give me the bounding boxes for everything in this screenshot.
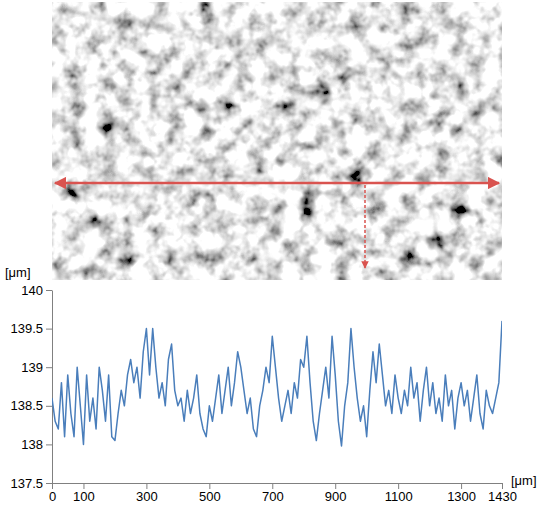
x-tick-mark xyxy=(335,483,336,489)
profile-line xyxy=(52,321,502,446)
x-axis-line xyxy=(53,483,503,484)
y-tick: 138.5 xyxy=(10,398,52,413)
x-tick-mark xyxy=(209,483,210,489)
x-tick-label: 700 xyxy=(262,489,284,504)
y-axis-line xyxy=(52,291,53,484)
x-tick: 900 xyxy=(325,483,347,504)
x-tick-label: 1100 xyxy=(385,489,413,504)
y-tick: 139 xyxy=(21,360,52,375)
x-tick: 1300 xyxy=(447,483,476,504)
x-tick-mark xyxy=(146,483,147,489)
y-axis-title: [μm] xyxy=(5,265,31,280)
y-tick: 139.5 xyxy=(10,321,52,336)
y-tick-mark xyxy=(46,483,52,484)
x-tick: 0 xyxy=(49,483,56,504)
micrograph xyxy=(52,2,502,280)
x-tick-mark xyxy=(272,483,273,489)
y-tick: 140 xyxy=(21,283,52,298)
y-tick-mark xyxy=(46,406,52,407)
x-tick-mark xyxy=(502,483,503,489)
x-tick-label: 0 xyxy=(49,489,56,504)
x-axis-title: [μm] xyxy=(511,473,537,488)
figure: 137.5 138 138.5 139 139.5 140 0 100 300 500 700 900… xyxy=(0,0,548,517)
x-tick-label: 1300 xyxy=(447,489,476,504)
x-tick-mark xyxy=(461,483,462,489)
y-tick-mark xyxy=(46,329,52,330)
x-tick-label: 300 xyxy=(136,489,158,504)
x-tick-label: 100 xyxy=(73,489,95,504)
y-tick-mark xyxy=(46,444,52,445)
y-tick-label: 140 xyxy=(21,283,43,298)
x-tick-mark xyxy=(398,483,399,489)
y-tick-mark xyxy=(46,367,52,368)
pointer-arrow xyxy=(364,185,366,268)
x-tick-label: 1430 xyxy=(488,489,517,504)
y-tick-label: 139 xyxy=(21,360,43,375)
y-axis: 137.5 138 138.5 139 139.5 140 xyxy=(10,283,52,491)
y-tick-mark xyxy=(46,290,52,291)
x-tick: 300 xyxy=(136,483,158,504)
x-axis: 0 100 300 500 700 900 1100 1300 1430 xyxy=(49,483,517,504)
y-tick-label: 137.5 xyxy=(10,476,43,491)
x-tick: 700 xyxy=(262,483,284,504)
scan-line xyxy=(55,182,499,185)
y-tick-label: 139.5 xyxy=(10,321,43,336)
x-tick-mark xyxy=(52,483,53,489)
y-tick-label: 138.5 xyxy=(10,398,43,413)
y-tick: 138 xyxy=(21,437,52,452)
plot-marks xyxy=(52,321,502,446)
x-tick: 1100 xyxy=(385,483,413,504)
x-tick-label: 900 xyxy=(325,489,347,504)
x-tick: 100 xyxy=(73,483,95,504)
x-tick: 500 xyxy=(199,483,221,504)
y-tick: 137.5 xyxy=(10,476,52,491)
x-tick-mark xyxy=(83,483,84,489)
x-tick-label: 500 xyxy=(199,489,221,504)
y-tick-label: 138 xyxy=(21,437,43,452)
